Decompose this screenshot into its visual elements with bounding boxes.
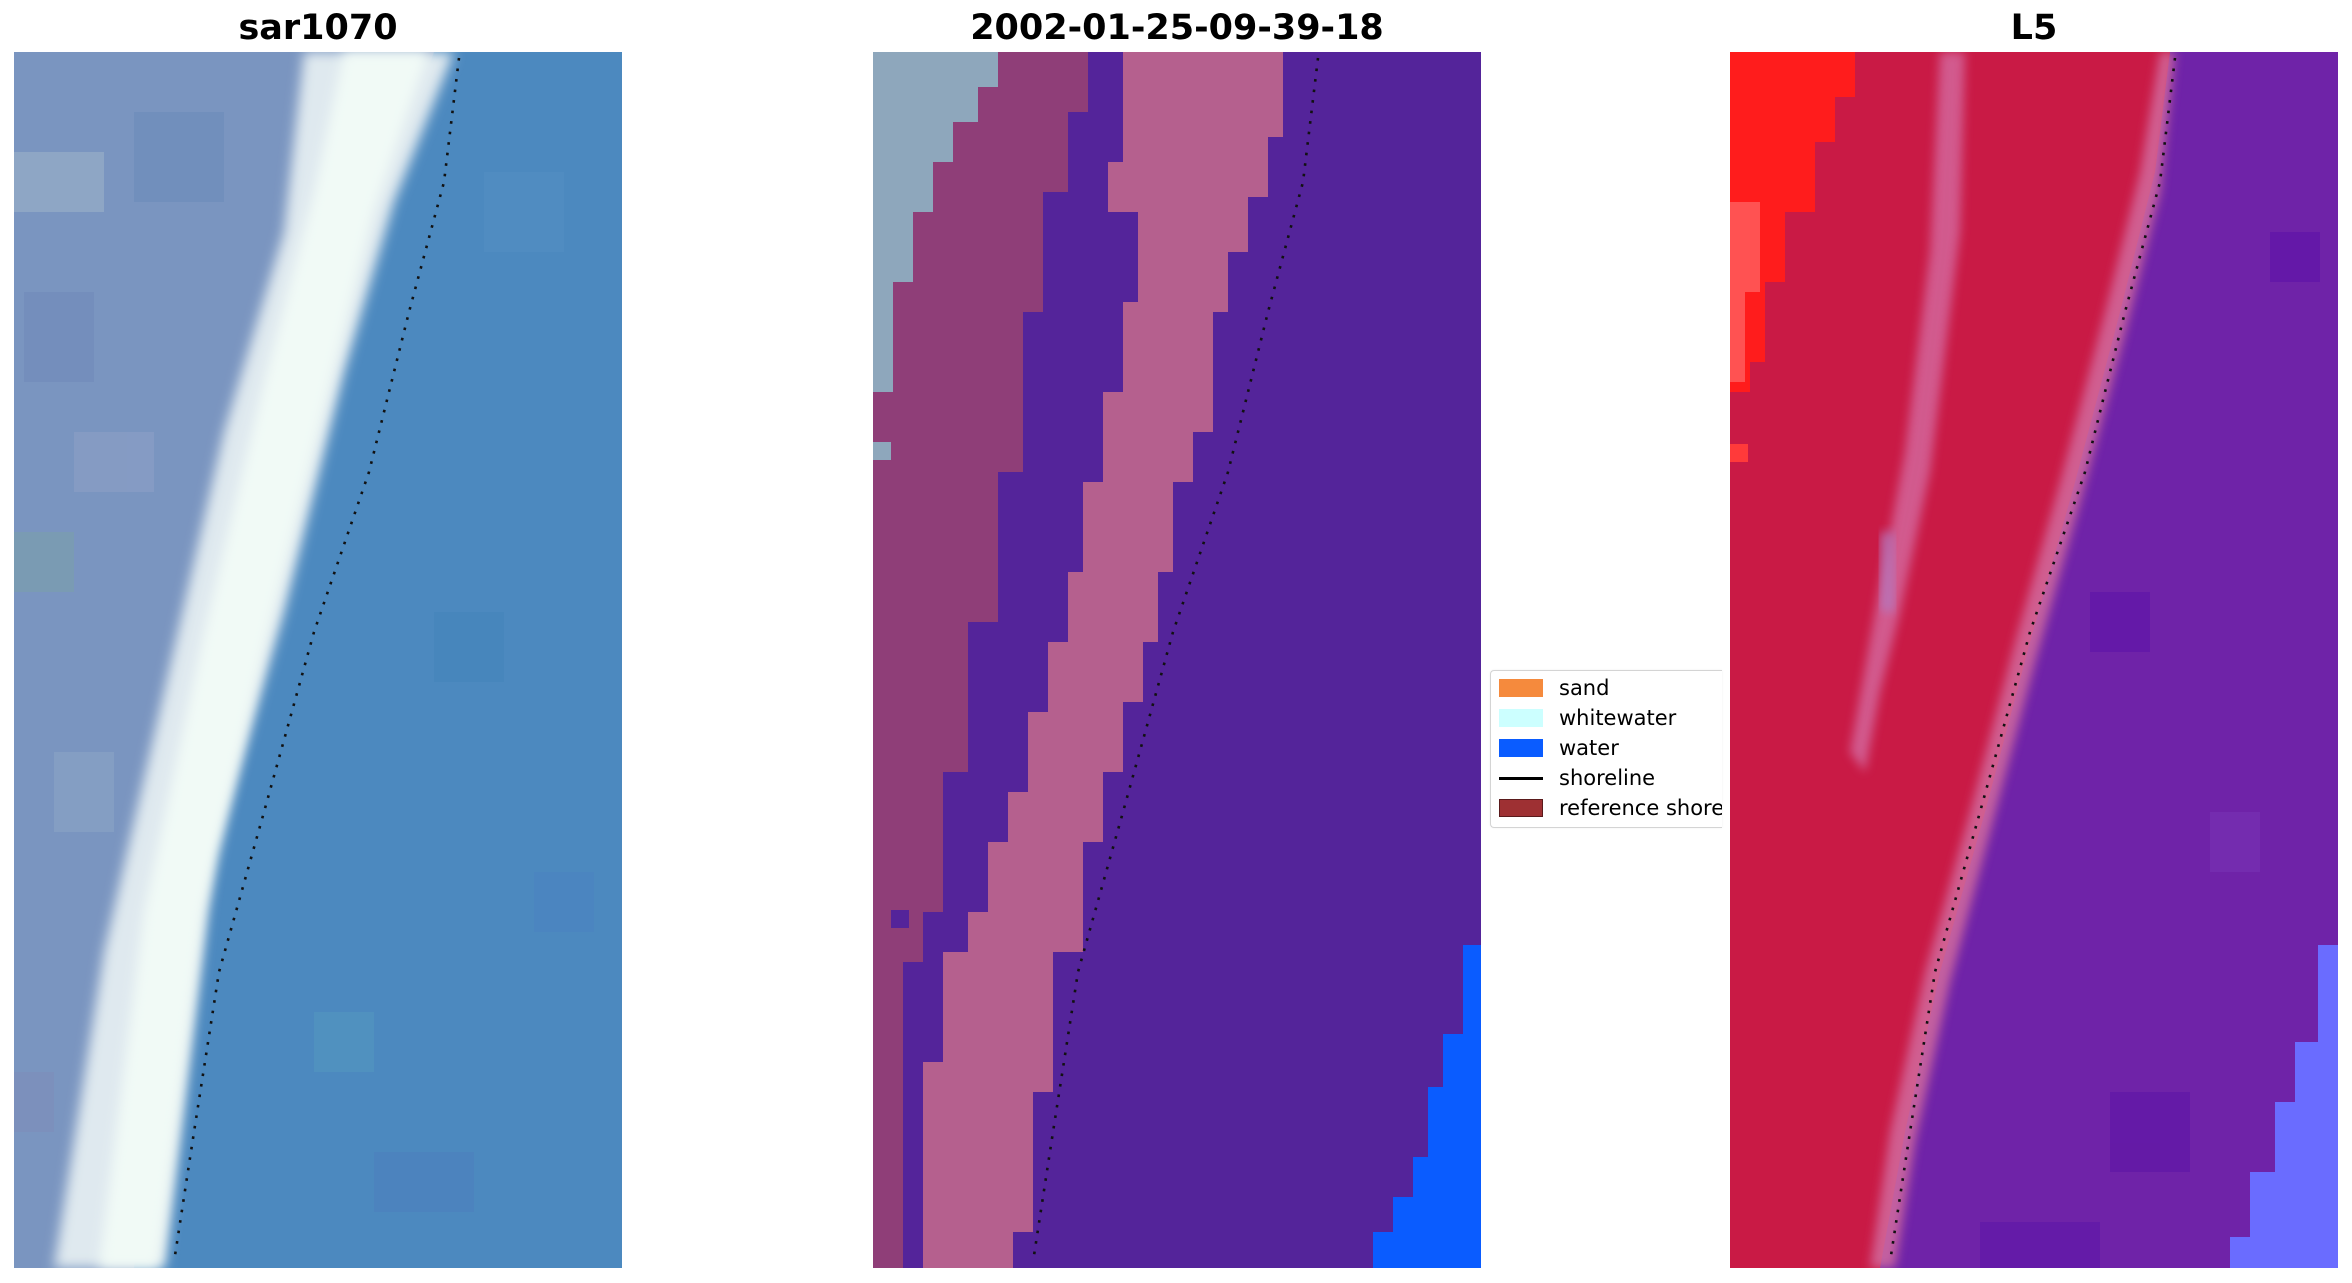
classification-image: [873, 52, 1481, 1268]
rgb-image: [14, 52, 622, 1268]
legend-label-shoreline: shoreline: [1559, 766, 1656, 790]
shoreline-line-icon: [1499, 769, 1543, 787]
panel-title-rgb: sar1070: [238, 8, 398, 48]
legend-item-whitewater: whitewater: [1499, 705, 1676, 731]
l5-panel: [1730, 52, 2338, 1268]
rgb-image-panel: [14, 52, 622, 1268]
legend-label-reference-shoreline: reference shoreline: [1559, 796, 1722, 820]
legend-label-water: water: [1559, 736, 1619, 760]
legend-label-whitewater: whitewater: [1559, 706, 1677, 730]
legend-item-sand: sand: [1499, 675, 1609, 701]
reference-shoreline-swatch: [1499, 799, 1543, 817]
classification-panel: [873, 52, 1481, 1268]
panel-title-classification: 2002-01-25-09-39-18: [970, 8, 1384, 48]
l5-image: [1730, 52, 2338, 1268]
legend-item-reference-shoreline: reference shoreline: [1499, 795, 1722, 821]
legend: sand whitewater water shoreline referenc…: [1490, 670, 1722, 828]
sand-swatch: [1499, 679, 1543, 697]
legend-item-water: water: [1499, 735, 1619, 761]
legend-item-shoreline: shoreline: [1499, 765, 1655, 791]
water-swatch: [1499, 739, 1543, 757]
panel-title-l5: L5: [2010, 8, 2058, 48]
whitewater-swatch: [1499, 709, 1543, 727]
legend-label-sand: sand: [1559, 676, 1610, 700]
